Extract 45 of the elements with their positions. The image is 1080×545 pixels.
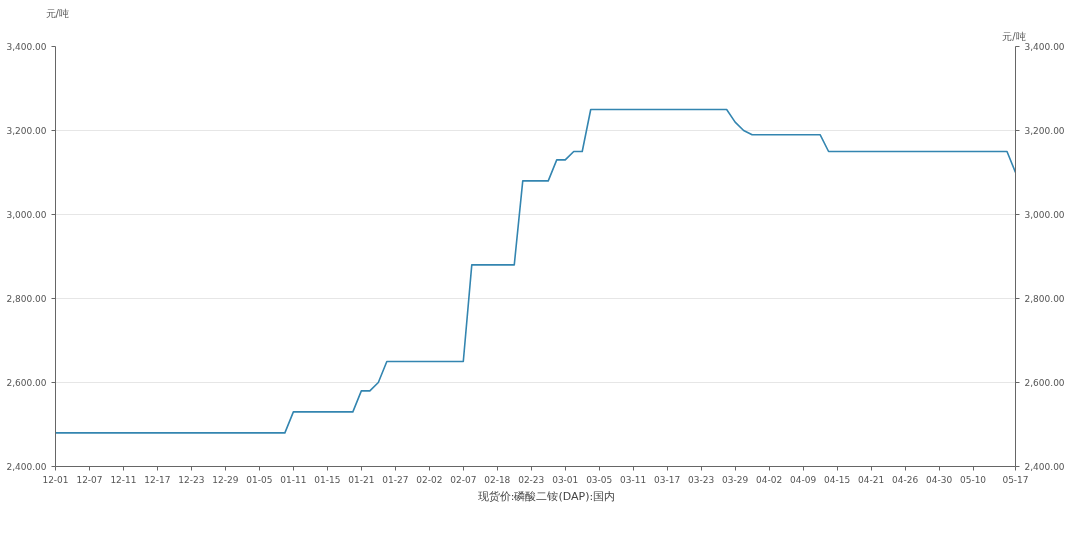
x-tick-label: 02-23 xyxy=(518,474,545,485)
y2-tick-label: 2,800.00 xyxy=(1024,294,1065,304)
x-tick-label: 01-11 xyxy=(280,474,307,485)
y2-tick-label: 2,400.00 xyxy=(1024,462,1065,472)
x-tick-label: 03-11 xyxy=(620,474,647,485)
x-tick-label: 04-02 xyxy=(756,474,783,485)
x-tick-label: 04-30 xyxy=(925,474,953,485)
x-tick-label: 04-21 xyxy=(858,474,885,485)
x-tick-label: 03-29 xyxy=(722,474,749,485)
x-tick-label: 04-26 xyxy=(891,474,919,485)
y-tick-label: 2,400.00 xyxy=(6,462,47,472)
x-tick-label: 03-17 xyxy=(654,474,681,485)
x-tick-label: 12-01 xyxy=(42,474,69,485)
x-tick-label: 04-15 xyxy=(824,474,851,485)
x-tick-label: 01-15 xyxy=(314,474,341,485)
x-tick-label: 12-07 xyxy=(76,474,103,485)
x-tick-label: 03-05 xyxy=(586,474,613,485)
x-tick-label: 02-02 xyxy=(416,474,443,485)
x-tick-label: 01-27 xyxy=(382,474,409,485)
y2-axis-title: 元/吨 xyxy=(1002,30,1026,42)
line-series xyxy=(55,108,1016,434)
x-tick-label: 01-21 xyxy=(348,474,375,485)
y-tick-label: 3,200.00 xyxy=(6,126,47,136)
x-tick-label: 12-11 xyxy=(110,474,137,485)
y2-tick-label: 2,600.00 xyxy=(1024,378,1065,388)
x-tick-label: 04-09 xyxy=(790,474,817,485)
x-tick-label: 12-29 xyxy=(212,474,239,485)
x-tick-label: 02-07 xyxy=(450,474,477,485)
x-tick-label: 01-05 xyxy=(246,474,273,485)
y-tick-label: 2,600.00 xyxy=(6,378,47,388)
text: 现货价:磷酸二铵(DAP):国内 xyxy=(477,488,616,504)
x-tick-label: 03-01 xyxy=(552,474,579,485)
y2-tick-label: 3,000.00 xyxy=(1024,210,1065,220)
y-tick-label: 2,800.00 xyxy=(6,294,47,304)
y-tick-label: 3,000.00 xyxy=(6,210,47,220)
x-tick-label: 05-10 xyxy=(959,474,987,485)
x-tick-label: 02-18 xyxy=(484,474,511,485)
y2-tick-label: 3,200.00 xyxy=(1024,126,1065,136)
y2-tick-label: 3,400.00 xyxy=(1024,42,1065,52)
x-tick-label: 05-17 xyxy=(1002,474,1029,485)
x-tick-label: 03-23 xyxy=(688,474,715,485)
y-tick-label: 3,400.00 xyxy=(6,42,47,52)
x-tick-label: 12-17 xyxy=(144,474,171,485)
x-tick-label: 12-23 xyxy=(178,474,205,485)
y-axis-title: 元/吨 xyxy=(45,7,69,19)
